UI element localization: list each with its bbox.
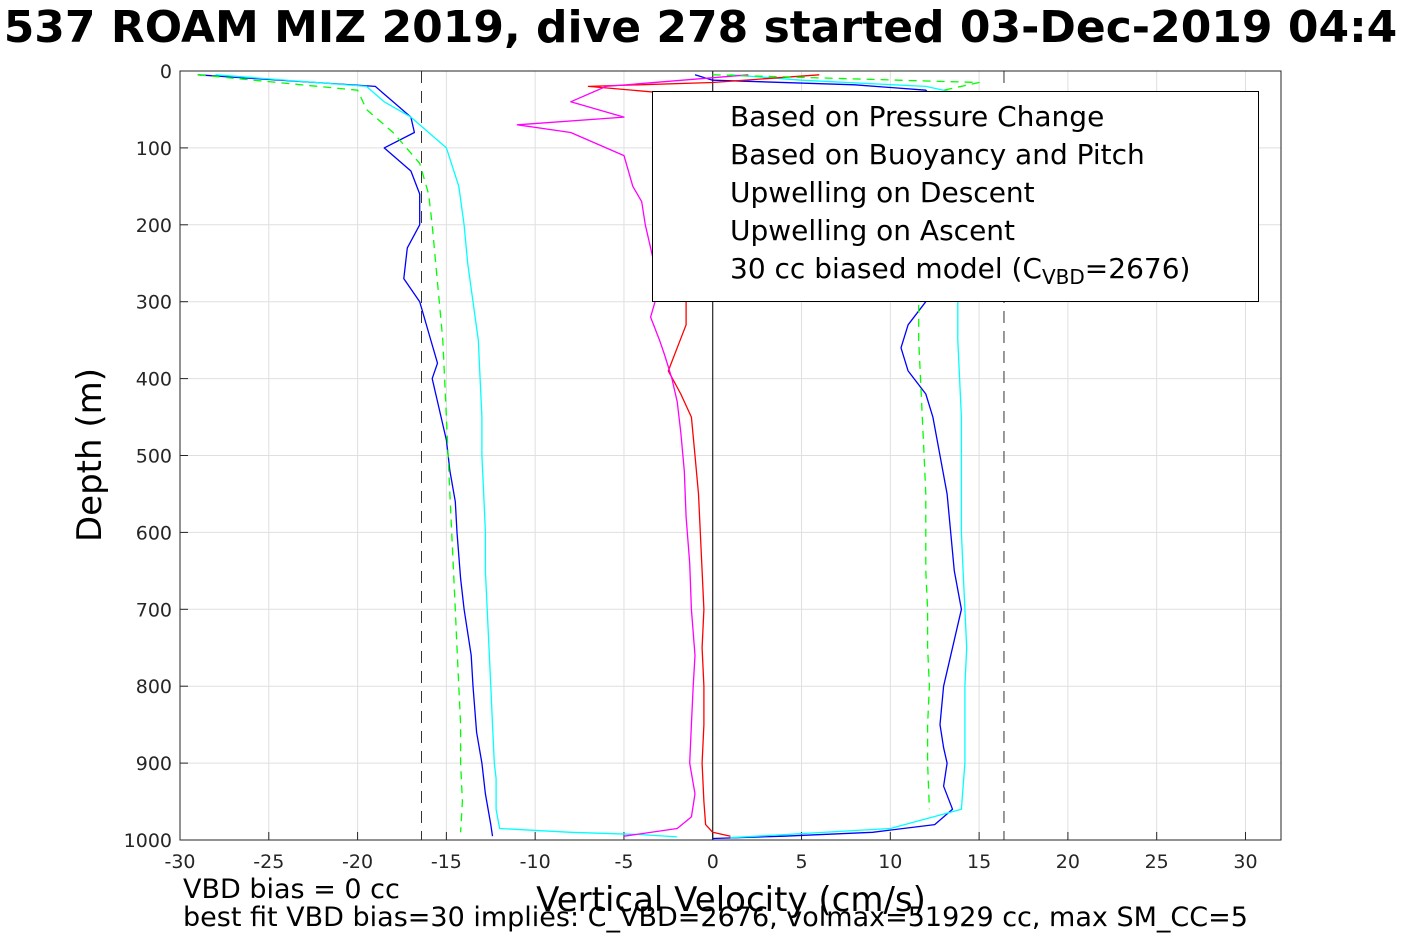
x-axis-label: Vertical Velocity (cm/s) (536, 880, 926, 920)
legend-box: Based on Pressure Change Based on Buoyan… (652, 91, 1259, 302)
y-tick-label: 600 (136, 522, 172, 544)
x-tick-label: -30 (164, 851, 195, 873)
y-tick-label: 800 (136, 676, 172, 698)
legend-label: Upwelling on Ascent (730, 214, 1016, 247)
x-tick-label: 15 (967, 851, 991, 873)
annotation-notes: VBD bias = 0 cc best fit VBD bias=30 imp… (183, 876, 1248, 932)
legend-entry-upwelling-descent: Upwelling on Descent (653, 174, 1258, 212)
y-tick-label: 200 (136, 215, 172, 237)
x-tick-label: 0 (707, 851, 719, 873)
y-axis-label: Depth (m) (70, 367, 110, 543)
x-tick-label: -20 (342, 851, 373, 873)
x-tick-label: 25 (1145, 851, 1169, 873)
legend-entry-biased-model: 30 cc biased model (CVBD=2676) (653, 250, 1258, 289)
y-tick-label: 900 (136, 753, 172, 775)
series-line-based-on-pressure-change (197, 74, 494, 837)
x-tick-label: -25 (253, 851, 284, 873)
legend-label: Upwelling on Descent (730, 176, 1035, 209)
y-tick-label: 700 (136, 599, 172, 621)
x-tick-label: 5 (795, 851, 807, 873)
y-tick-label: 500 (136, 446, 172, 468)
y-tick-label: 0 (160, 61, 172, 83)
vbd-bias-note: VBD bias = 0 cc (183, 874, 400, 905)
legend-label: 30 cc biased model (CVBD=2676) (730, 252, 1191, 289)
best-fit-note: best fit VBD bias=30 implies: C_VBD=2676… (183, 902, 1248, 933)
series-line-based-on-buoyancy-and-pitch (215, 74, 678, 838)
y-tick-label: 400 (136, 369, 172, 391)
x-tick-labels: -30 -25 -20 -15 -10 -5 0 5 10 15 20 25 30 (164, 851, 1257, 873)
series-line-upwelling-on-ascent (516, 74, 749, 837)
legend-entry-pressure-change: Based on Pressure Change (653, 98, 1258, 136)
x-tick-label: -10 (520, 851, 551, 873)
axes-frame (179, 70, 1282, 841)
x-tick-label: 10 (878, 851, 902, 873)
y-tick-labels: 0 100 200 300 400 500 600 700 800 900 1000 (124, 61, 172, 852)
y-tick-label: 1000 (124, 830, 172, 852)
series-line-30-cc-biased-model-c-vbd-2676 (712, 74, 980, 810)
x-tick-label: 30 (1233, 851, 1257, 873)
legend-entry-upwelling-ascent: Upwelling on Ascent (653, 212, 1258, 250)
x-tick-label: -5 (614, 851, 633, 873)
x-tick-label: 20 (1056, 851, 1080, 873)
y-tick-label: 100 (136, 138, 172, 160)
legend-entry-buoyancy-pitch: Based on Buoyancy and Pitch (653, 136, 1258, 174)
series-line-30-cc-biased-model-c-vbd-2676 (197, 74, 464, 833)
legend-label: Based on Buoyancy and Pitch (730, 138, 1145, 171)
legend-label: Based on Pressure Change (730, 100, 1105, 133)
x-tick-label: -15 (431, 851, 462, 873)
chart-title: 537 ROAM MIZ 2019, dive 278 started 03-D… (3, 2, 1398, 53)
y-tick-label: 300 (136, 292, 172, 314)
